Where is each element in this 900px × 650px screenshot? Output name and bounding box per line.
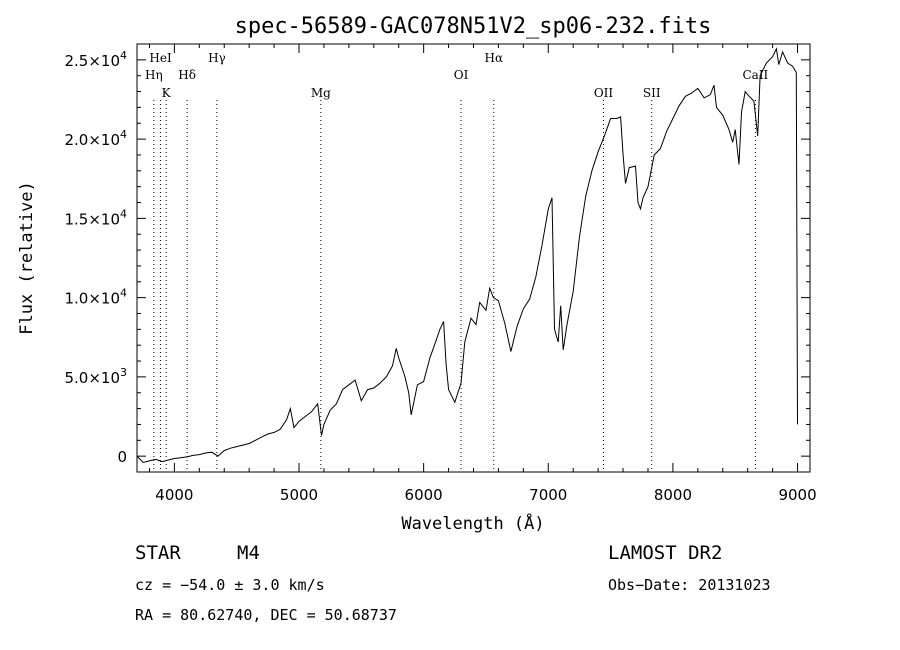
x-axis: 4000 5000 6000 7000 8000 9000 [148, 44, 817, 504]
y-tick-label: 0 [117, 448, 127, 466]
x-tick-label: 4000 [155, 486, 193, 504]
x-tick-label: 5000 [280, 486, 318, 504]
line-marker-label: Hα [485, 51, 504, 65]
velocity-text: cz = −54.0 ± 3.0 km/s [135, 576, 325, 594]
x-axis-label: Wavelength (Å) [401, 512, 544, 534]
survey-name: LAMOST DR2 [608, 542, 722, 564]
plot-frame [136, 43, 811, 473]
y-tick-label: 1.0×104 [64, 287, 127, 308]
x-tick-label: 9000 [778, 486, 816, 504]
line-marker-label: HeI [149, 51, 172, 65]
y-axis: 0 5.0×103 1.0×104 1.5×104 2.0×104 2.5×104 [64, 49, 810, 466]
x-tick-label: 8000 [654, 486, 692, 504]
y-axis-label: Flux (relative) [17, 181, 37, 335]
line-marker-label: Hη [145, 68, 163, 82]
line-marker-label: K [162, 86, 172, 100]
line-markers: Hη HeI K Hδ Hγ Mg OI Hα OII SII CaII [145, 51, 769, 472]
series-line [136, 47, 798, 464]
y-tick-label: 2.5×104 [64, 49, 127, 70]
y-tick-label: 1.5×104 [64, 207, 127, 228]
coordinates-text: RA = 80.62740, DEC = 50.68737 [135, 606, 397, 624]
subclass: M4 [237, 542, 260, 564]
line-marker-label: OI [454, 68, 469, 82]
line-marker-label: OII [594, 86, 614, 100]
line-marker-label: CaII [742, 68, 768, 82]
line-marker-label: Hδ [178, 68, 196, 82]
chart-title: spec-56589-GAC078N51V2_sp06-232.fits [235, 14, 712, 39]
obs-date: Obs−Date: 20131023 [608, 576, 771, 594]
x-tick-label: 6000 [405, 486, 443, 504]
line-marker-label: Mg [311, 86, 331, 100]
y-tick-label: 2.0×104 [64, 128, 127, 149]
line-marker-label: Hγ [208, 51, 226, 65]
y-tick-label: 5.0×103 [64, 366, 127, 387]
object-class: STAR [135, 542, 181, 564]
x-tick-label: 7000 [529, 486, 567, 504]
line-marker-label: SII [643, 86, 661, 100]
